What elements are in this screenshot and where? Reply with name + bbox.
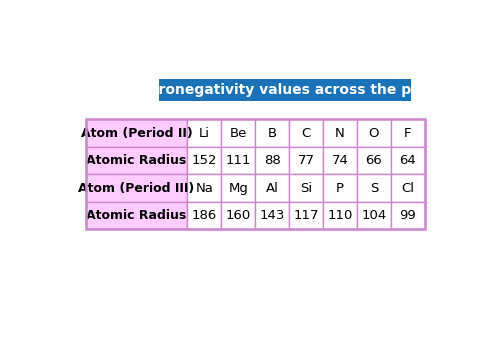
FancyBboxPatch shape <box>323 147 357 174</box>
Text: O: O <box>368 126 379 140</box>
FancyBboxPatch shape <box>391 174 425 202</box>
FancyBboxPatch shape <box>357 119 391 147</box>
Text: 110: 110 <box>328 209 352 222</box>
Text: 99: 99 <box>400 209 416 222</box>
Text: Atomic Radius: Atomic Radius <box>86 154 186 167</box>
Text: Be: Be <box>230 126 247 140</box>
Text: 66: 66 <box>366 154 382 167</box>
FancyBboxPatch shape <box>86 202 188 229</box>
Text: 74: 74 <box>332 154 348 167</box>
FancyBboxPatch shape <box>289 147 323 174</box>
FancyBboxPatch shape <box>222 202 256 229</box>
Text: 111: 111 <box>226 154 251 167</box>
Text: P: P <box>336 182 344 194</box>
FancyBboxPatch shape <box>323 174 357 202</box>
Text: 160: 160 <box>226 209 251 222</box>
FancyBboxPatch shape <box>323 119 357 147</box>
FancyBboxPatch shape <box>256 202 289 229</box>
Text: 88: 88 <box>264 154 280 167</box>
Text: F: F <box>404 126 411 140</box>
FancyBboxPatch shape <box>289 174 323 202</box>
Text: Atomic Radius: Atomic Radius <box>86 209 186 222</box>
Text: 104: 104 <box>362 209 386 222</box>
Text: 152: 152 <box>192 154 217 167</box>
Text: N: N <box>335 126 345 140</box>
Text: Li: Li <box>199 126 210 140</box>
FancyBboxPatch shape <box>256 119 289 147</box>
Text: 77: 77 <box>298 154 314 167</box>
FancyBboxPatch shape <box>188 202 222 229</box>
FancyBboxPatch shape <box>323 202 357 229</box>
FancyBboxPatch shape <box>222 119 256 147</box>
Text: S: S <box>370 182 378 194</box>
Text: 64: 64 <box>400 154 416 167</box>
Text: 117: 117 <box>294 209 319 222</box>
FancyBboxPatch shape <box>86 147 188 174</box>
FancyBboxPatch shape <box>86 174 188 202</box>
FancyBboxPatch shape <box>256 174 289 202</box>
FancyBboxPatch shape <box>289 119 323 147</box>
FancyBboxPatch shape <box>391 147 425 174</box>
FancyBboxPatch shape <box>222 174 256 202</box>
FancyBboxPatch shape <box>357 174 391 202</box>
FancyBboxPatch shape <box>256 147 289 174</box>
FancyBboxPatch shape <box>86 119 188 147</box>
Text: Atom (Period III): Atom (Period III) <box>78 182 194 194</box>
Text: Electronegativity values across the period: Electronegativity values across the peri… <box>120 83 451 97</box>
FancyBboxPatch shape <box>188 147 222 174</box>
FancyBboxPatch shape <box>160 79 411 101</box>
FancyBboxPatch shape <box>357 202 391 229</box>
Text: Si: Si <box>300 182 312 194</box>
Text: Al: Al <box>266 182 278 194</box>
Text: Atom (Period II): Atom (Period II) <box>80 126 192 140</box>
Text: 186: 186 <box>192 209 217 222</box>
FancyBboxPatch shape <box>357 147 391 174</box>
Text: Cl: Cl <box>402 182 414 194</box>
FancyBboxPatch shape <box>289 202 323 229</box>
Text: C: C <box>302 126 311 140</box>
Text: 143: 143 <box>260 209 285 222</box>
Text: Mg: Mg <box>228 182 248 194</box>
FancyBboxPatch shape <box>391 202 425 229</box>
FancyBboxPatch shape <box>391 119 425 147</box>
FancyBboxPatch shape <box>222 147 256 174</box>
FancyBboxPatch shape <box>188 174 222 202</box>
FancyBboxPatch shape <box>188 119 222 147</box>
Text: Na: Na <box>196 182 214 194</box>
Text: B: B <box>268 126 277 140</box>
